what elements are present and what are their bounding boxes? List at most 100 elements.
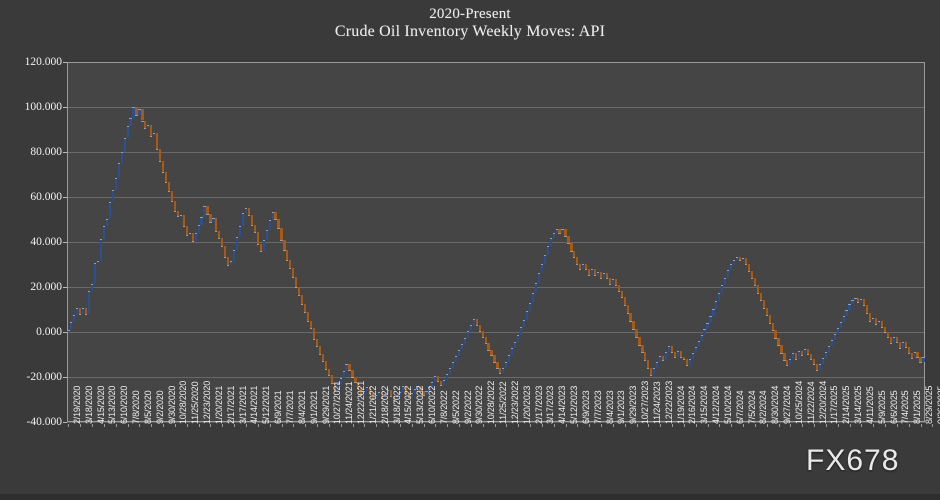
x-axis-label: 1/20/2021 (213, 385, 224, 424)
x-axis-label: 3/14/2025 (853, 385, 864, 424)
x-axis-label: 5/13/2020 (107, 385, 118, 424)
bar-total-cap (555, 228, 558, 230)
bar-total-cap (570, 250, 573, 252)
bar-week (324, 361, 327, 370)
x-axis-tick (459, 424, 461, 427)
bar-total-cap (531, 292, 535, 294)
bar-week (321, 354, 324, 362)
x-axis-label: 11/24/2023 (651, 381, 662, 424)
bar-week (653, 368, 656, 375)
bar-total-cap (842, 315, 845, 317)
bar-total-cap (366, 387, 369, 389)
y-axis-label: 20.000 (30, 281, 62, 293)
bar-week (889, 337, 893, 343)
bar-week (233, 249, 236, 261)
plot-area (67, 62, 925, 423)
bar-total-cap (336, 383, 339, 385)
x-axis-tick (553, 424, 555, 427)
bar-week (283, 240, 286, 250)
bar-total-cap (591, 269, 594, 271)
bar-total-cap (617, 291, 620, 293)
bar-total-cap (351, 376, 354, 378)
bar-total-cap (854, 297, 857, 299)
x-axis-tick (601, 424, 603, 427)
x-axis-tick (861, 424, 863, 427)
x-axis-label: 12/22/2023 (663, 380, 674, 424)
x-axis-label: 6/10/2022 (427, 385, 437, 424)
bar-total-cap (913, 351, 916, 353)
bar-total-cap (233, 249, 236, 251)
bar-week (292, 268, 295, 277)
x-axis-tick (269, 424, 271, 427)
bar-total-cap (434, 375, 437, 377)
bar-total-cap (886, 337, 890, 339)
bar-total-cap (623, 304, 626, 306)
bar-total-cap (401, 386, 404, 388)
x-axis-label: 11/22/2024 (805, 381, 816, 424)
bar-total-cap (135, 114, 138, 116)
bar-total-cap (644, 359, 647, 361)
bar-week (591, 269, 594, 275)
bar-week (724, 277, 727, 286)
bar-total-cap (318, 354, 322, 356)
bar-week (815, 364, 819, 370)
bar-total-cap (608, 284, 611, 286)
bar-week (620, 291, 623, 298)
bar-week (848, 304, 851, 310)
bar-week (824, 351, 827, 358)
bar-total-cap (286, 260, 289, 262)
bar-total-cap (176, 216, 179, 218)
bar-week (644, 352, 647, 360)
bar-week (277, 219, 280, 229)
x-axis-label: 1/19/2024 (675, 385, 686, 424)
bar-week (218, 230, 221, 239)
bar-week (842, 315, 845, 322)
x-axis-label: 6/7/2024 (734, 390, 745, 424)
bar-week (665, 352, 668, 360)
bar-total-cap (478, 331, 481, 333)
bar-week (221, 238, 224, 247)
bar-week (922, 356, 925, 363)
x-axis-tick (234, 424, 236, 427)
bar-week (564, 228, 567, 236)
bar-week (67, 329, 70, 332)
bar-total-cap (265, 230, 268, 232)
y-axis-label: 100.000 (24, 101, 62, 113)
bar-week (129, 117, 132, 127)
bar-week (431, 381, 434, 388)
bar-week (629, 313, 632, 322)
bar-week (156, 132, 159, 149)
x-axis-label: 2/16/2024 (687, 385, 698, 424)
bar-total-cap (91, 283, 94, 285)
x-axis-label: 12/20/2024 (817, 380, 828, 424)
bar-week (511, 347, 514, 355)
bar-week (812, 359, 816, 365)
x-axis-tick (435, 424, 437, 427)
bar-total-cap (120, 152, 123, 153)
bar-total-cap (307, 320, 310, 322)
bar-week (114, 177, 117, 190)
bar-week (585, 264, 588, 269)
bar-total-cap (715, 300, 718, 302)
x-axis-label: 9/29/2021 (320, 385, 331, 424)
bar-total-cap (522, 319, 526, 321)
bar-week (268, 220, 271, 231)
bar-total-cap (173, 211, 177, 213)
bar-week (490, 349, 493, 356)
bar-total-cap (410, 392, 413, 394)
x-axis-label: 10/28/2020 (178, 380, 189, 424)
x-axis-tick (766, 424, 768, 427)
x-axis-tick (743, 424, 745, 427)
x-axis-tick (139, 424, 141, 427)
bar-total-cap (540, 263, 543, 265)
bar-week (854, 297, 857, 301)
bar-week (753, 277, 756, 286)
bar-week (398, 392, 401, 396)
y-axis-tick (63, 332, 67, 333)
x-axis-label: 10/27/2021 (332, 380, 343, 424)
bar-total-cap (499, 373, 502, 375)
bar-week (869, 313, 872, 322)
bar-total-cap (330, 382, 333, 384)
bar-total-cap (768, 322, 771, 324)
bar-total-cap (919, 362, 922, 364)
